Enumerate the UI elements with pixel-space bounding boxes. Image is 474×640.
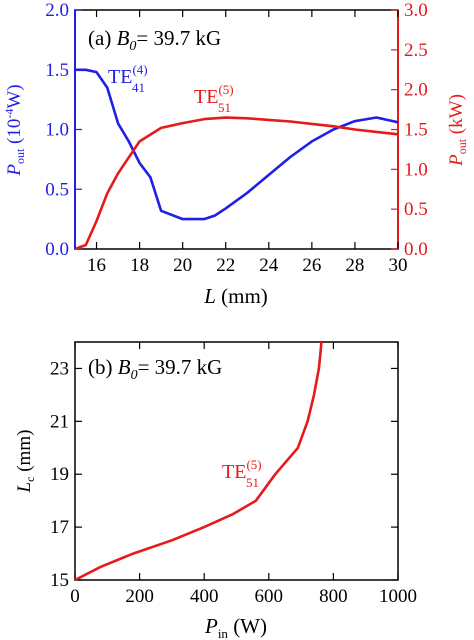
panel-b-x-axis-label: Pin (W) — [204, 614, 267, 640]
panel-b-y-tick-label: 23 — [50, 358, 69, 379]
panel-a-left-y-tick-label: 0.5 — [45, 179, 69, 200]
panel-a-series-line-te41 — [75, 68, 399, 221]
panel-b-y-tick-label: 19 — [50, 464, 69, 485]
panel-b-x-tick-label: 1000 — [379, 586, 417, 607]
panel-a: 16 18 20 22 24 26 28 300.00.51.01.52.00.00.51.0… — [2, 0, 469, 308]
panel-a-x-tick-label: 26 — [302, 255, 321, 276]
panel-b-x-tick-label: 200 — [125, 586, 154, 607]
panel-b-y-tick-label: 17 — [50, 517, 69, 538]
panel-a-right-y-tick-label: 2.0 — [404, 80, 428, 101]
panel-a-x-tick-label: 22 — [216, 255, 235, 276]
panel-a-left-y-tick-label: 1.5 — [45, 60, 69, 81]
panel-a-right-y-tick-label: 1.0 — [404, 159, 428, 180]
panel-b-x-tick-label: 600 — [255, 586, 284, 607]
panel-a-right-y-tick-label: 3.0 — [404, 0, 428, 21]
panel-a-series-line-te51 — [74, 116, 399, 251]
panel-a-left-y-tick-label: 0.0 — [45, 239, 69, 260]
panel-a-x-tick-label: 28 — [345, 255, 364, 276]
panel-b-series-label-te51: TE(5) 51 — [222, 457, 262, 490]
panel-b-x-tick-label: 400 — [190, 586, 219, 607]
panel-b-label: (b) B0= 39.7 kG — [88, 355, 222, 383]
panel-b-plot-frame — [74, 341, 399, 581]
panel-a-x-axis-label: L (mm) — [203, 284, 268, 308]
panel-a-x-tick-label: 18 — [130, 255, 149, 276]
panel-b-x-tick-label: 0 — [70, 586, 80, 607]
panel-b-series-line-te51 — [74, 341, 323, 582]
panel-a-right-y-tick-label: 0.5 — [404, 199, 428, 220]
panel-a-left-y-tick-label: 2.0 — [45, 0, 69, 21]
panel-a-label: (a) B0= 39.7 kG — [88, 26, 221, 54]
panel-a-x-tick-label: 20 — [173, 255, 192, 276]
panel-a-x-tick-label: 30 — [389, 255, 408, 276]
panel-a-series-label-te41: TE(4) 41 — [108, 62, 148, 95]
panel-a-series-label-te51: TE(5) 51 — [194, 82, 234, 115]
panel-b-x-tick-label: 800 — [319, 586, 348, 607]
panel-b-y-tick-label: 15 — [50, 570, 69, 591]
panel-b-y-axis-label: Lc (mm) — [14, 430, 37, 494]
panel-a-right-y-tick-label: 0.0 — [404, 239, 428, 260]
panel-a-right-y-tick-label: 1.5 — [404, 120, 428, 141]
panel-a-right-axis-label: Pout (kW) — [446, 94, 469, 167]
panel-a-left-y-tick-label: 1.0 — [45, 120, 69, 141]
panel-a-left-axis-label: Pout (10-4W) — [2, 84, 27, 176]
panel-b: 0 200 400 600 800 1000 15 17 19 21 23 (b) B0= 39.7… — [14, 341, 417, 640]
panel-b-y-tick-label: 21 — [50, 411, 69, 432]
panel-a-x-tick-label: 24 — [259, 255, 279, 276]
panel-a-right-y-tick-label: 2.5 — [404, 40, 428, 61]
panel-a-x-tick-label: 16 — [87, 255, 106, 276]
